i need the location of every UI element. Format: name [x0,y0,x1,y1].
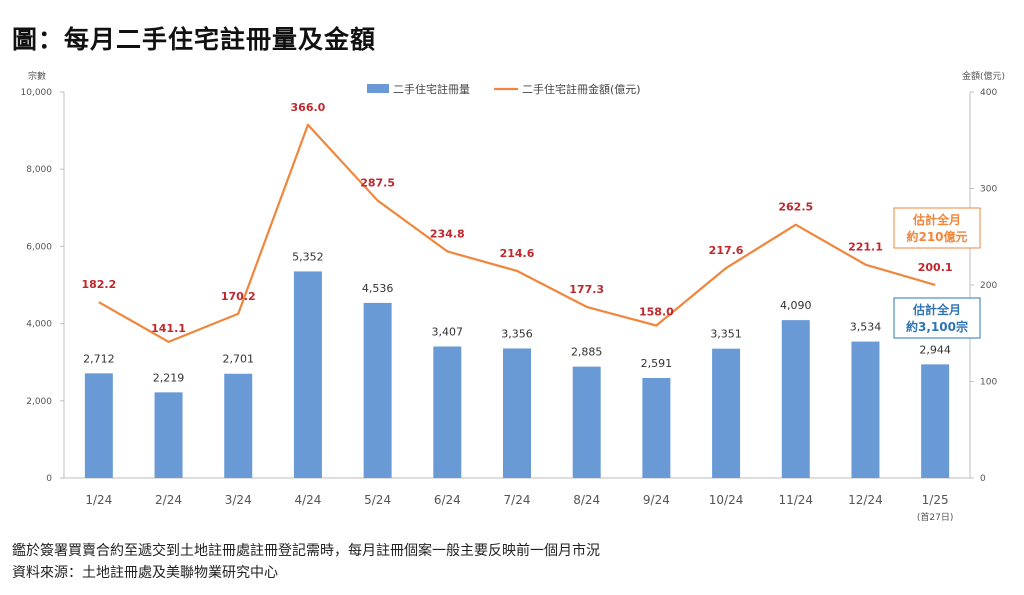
line-value-label: 287.5 [360,177,395,190]
right-tick-label: 100 [980,378,997,388]
callout-box [893,207,981,249]
bar [642,377,671,478]
left-tick-label: 10,000 [21,88,53,98]
bar-value-label: 3,356 [501,327,533,340]
line-value-label: 262.5 [778,201,813,214]
bar [84,373,113,478]
callout-text: 估計全月 [912,302,961,317]
bar-value-label: 2,944 [919,343,951,356]
left-tick-label: 6,000 [26,242,52,252]
line-value-label: 214.6 [500,247,535,260]
legend-bar-swatch [367,84,389,93]
right-axis-title: 金額(億元) [962,70,1005,82]
bar [921,364,950,478]
right-tick-label: 0 [980,474,986,484]
x-tick-label: 10/24 [709,493,744,507]
left-tick-label: 8,000 [26,165,52,175]
bar [572,366,601,478]
bar [781,320,810,478]
line-value-label: 221.1 [848,241,883,254]
x-tick-label: 5/24 [364,493,391,507]
x-tick-label: 8/24 [573,493,600,507]
x-tick-label: 4/24 [294,493,321,507]
x-tick-sublabel: (首27日) [917,511,953,523]
chart-title: 圖：每月二手住宅註冊量及金額 [12,25,377,54]
line-value-label: 141.1 [151,322,186,335]
bar-value-label: 5,352 [292,250,324,263]
bar-value-label: 3,351 [710,328,742,341]
bar-value-label: 4,536 [362,282,394,295]
x-tick-label: 2/24 [155,493,182,507]
source-line: 資料來源：土地註冊處及美聯物業研究中心 [12,565,278,581]
bar [503,348,531,478]
line-value-label: 158.0 [639,306,674,319]
line-value-label: 177.3 [569,283,604,296]
amount-line [98,123,936,343]
bar-value-label: 2,701 [222,353,254,366]
legend-line-label: 二手住宅註冊金額(億元) [522,82,641,96]
note-line: 鑑於簽署買賣合約至遞交到土地註冊處註冊登記需時，每月註冊個案一般主要反映前一個月… [12,543,600,559]
right-tick-label: 300 [980,185,997,195]
bar-value-label: 2,591 [641,357,673,370]
bar [363,302,392,478]
x-tick-label: 7/24 [504,493,531,507]
x-tick-label: 12/24 [848,493,883,507]
legend-bar-label: 二手住宅註冊量 [393,82,470,96]
line-value-label: 366.0 [291,101,326,114]
bar-value-label: 2,219 [153,371,185,384]
x-tick-label: 6/24 [434,493,461,507]
bar-value-label: 2,885 [571,346,603,359]
bar [851,341,880,478]
bar [224,373,253,478]
callout-text: 約210億元 [906,229,967,244]
left-tick-label: 4,000 [26,320,52,330]
callout-box [893,297,981,339]
notes: 鑑於簽署買賣合約至遞交到土地註冊處註冊登記需時，每月註冊個案一般主要反映前一個月… [12,540,600,584]
x-tick-label: 11/24 [778,493,813,507]
left-tick-label: 0 [46,474,52,484]
x-tick-label: 9/24 [643,493,670,507]
line-value-label: 217.6 [709,244,744,257]
right-tick-label: 400 [980,88,997,98]
x-tick-label: 1/25 [922,493,949,507]
left-axis-title: 宗數 [28,70,46,82]
bar-value-label: 3,534 [850,321,882,334]
bar [154,392,183,478]
x-tick-label: 1/24 [85,493,112,507]
line-value-label: 200.1 [918,261,953,274]
bar [293,271,322,478]
bar-value-label: 2,712 [83,352,115,365]
x-tick-label: 3/24 [225,493,252,507]
callout-text: 估計全月 [912,212,961,227]
callout-text: 約3,100宗 [906,319,968,334]
left-tick-label: 2,000 [26,397,52,407]
line-value-label: 234.8 [430,227,465,240]
bar-value-label: 3,407 [432,325,464,338]
line-value-label: 170.2 [221,290,256,303]
line-value-label: 182.2 [81,278,116,291]
bar-value-label: 4,090 [780,299,812,312]
bar [433,346,462,478]
right-tick-label: 200 [980,281,997,291]
chart: 宗數 金額(億元) 0 2,000 4,000 6,000 8,000 10,000 0 100 2… [21,70,1006,523]
bar [712,348,741,478]
